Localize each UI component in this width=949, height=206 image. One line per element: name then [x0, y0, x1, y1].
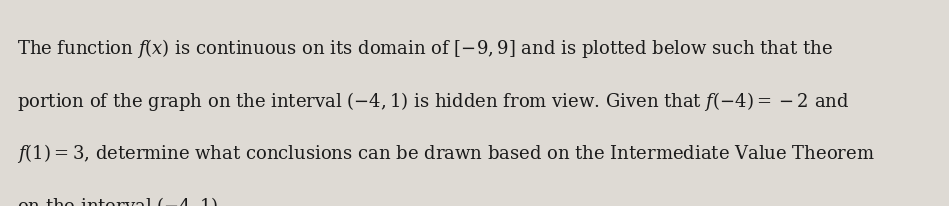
Text: portion of the graph on the interval $(-4, 1)$ is hidden from view. Given that $: portion of the graph on the interval $(-…	[17, 90, 849, 113]
Text: The function $f(x)$ is continuous on its domain of $[-9, 9]$ and is plotted belo: The function $f(x)$ is continuous on its…	[17, 37, 833, 60]
Text: $f(1) = 3$, determine what conclusions can be drawn based on the Intermediate Va: $f(1) = 3$, determine what conclusions c…	[17, 142, 875, 165]
Text: on the interval $(-4, 1)$.: on the interval $(-4, 1)$.	[17, 195, 224, 206]
